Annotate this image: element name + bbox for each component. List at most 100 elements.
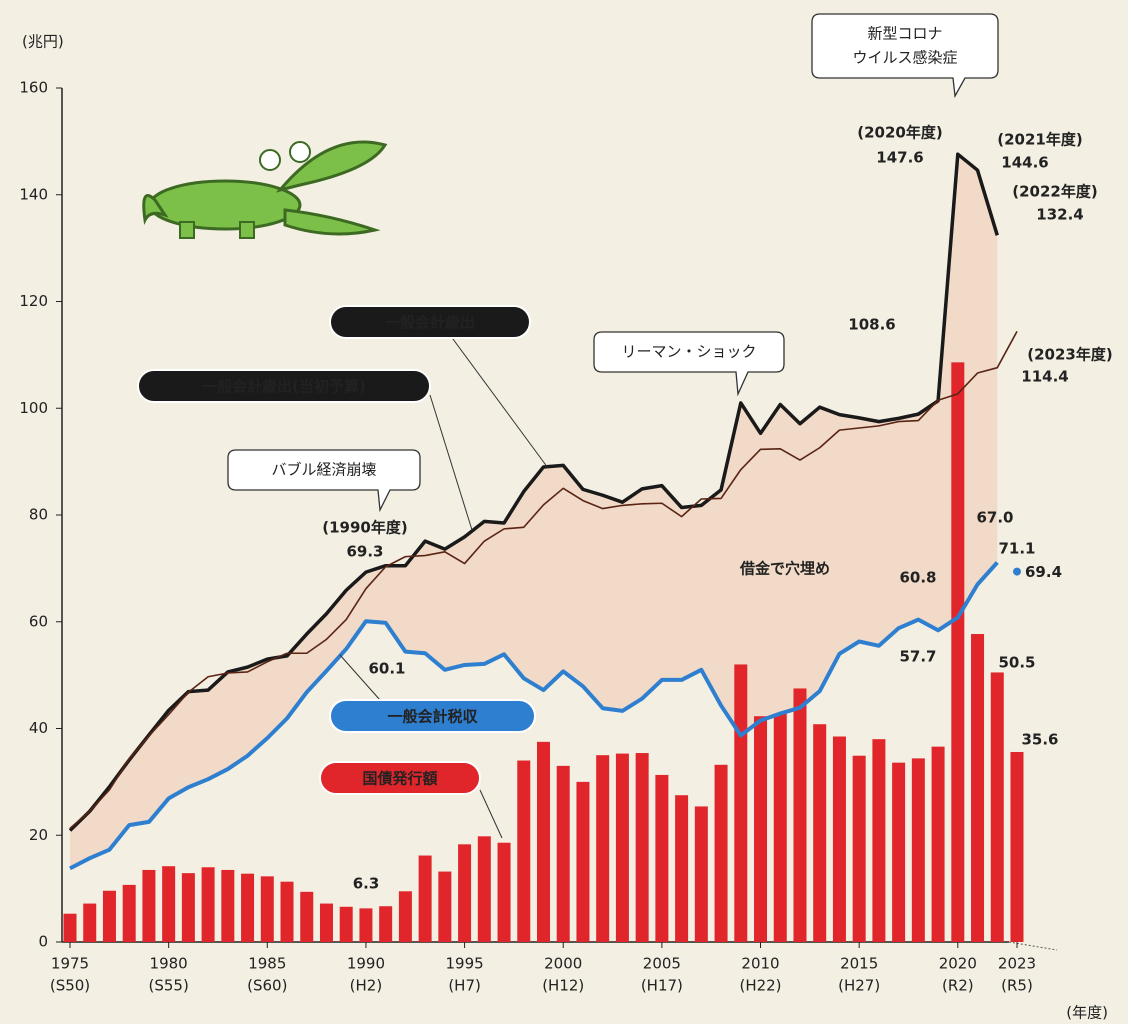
bar (1011, 752, 1024, 942)
lehman-box (594, 332, 784, 394)
x-tick-label: 1995 (445, 955, 483, 973)
value-label: 132.4 (1036, 206, 1083, 224)
callout-text: ウイルス感染症 (852, 49, 957, 67)
bar (320, 904, 333, 942)
bar (853, 756, 866, 942)
forecast-point (1013, 568, 1021, 576)
legend-leader (430, 395, 472, 530)
bar (300, 892, 313, 942)
bar (478, 836, 491, 942)
bar (813, 724, 826, 942)
value-label: 147.6 (876, 149, 923, 167)
bar (537, 742, 550, 942)
value-label: 60.1 (368, 660, 405, 678)
x-tick-sublabel: (H7) (448, 977, 481, 995)
legend-leader (480, 790, 502, 838)
legend-leader (450, 335, 548, 468)
bar (793, 688, 806, 942)
x-tick-sublabel: (S50) (50, 977, 90, 995)
x-tick-sublabel: (R2) (942, 977, 974, 995)
callout-text: 新型コロナ (867, 25, 942, 43)
x-tick-sublabel: (H27) (838, 977, 880, 995)
value-label: 144.6 (1001, 154, 1048, 172)
bar (734, 664, 747, 942)
x-tick-sublabel: (R5) (1001, 977, 1033, 995)
bar (695, 806, 708, 942)
value-label: 35.6 (1021, 731, 1058, 749)
bar (675, 795, 688, 942)
bar (182, 873, 195, 942)
x-unit: (年度) (1066, 1004, 1108, 1022)
value-label: 108.6 (848, 316, 895, 334)
x-tick-label: 2005 (643, 955, 681, 973)
legend-label: 一般会計歳出 (385, 314, 475, 332)
value-label: 114.4 (1021, 368, 1068, 386)
chart: (兆円)(年度)0204060801001201401601975(S50)19… (0, 0, 1128, 1024)
x-axis-ext (1009, 942, 1057, 950)
bar (636, 753, 649, 942)
x-tick-sublabel: (H22) (739, 977, 781, 995)
bar (64, 914, 77, 942)
bar (340, 907, 353, 942)
bar (892, 763, 905, 942)
bar (419, 856, 432, 942)
x-tick-sublabel: (H12) (542, 977, 584, 995)
value-label: 57.7 (899, 648, 936, 666)
bar (241, 874, 254, 942)
bar (438, 872, 451, 942)
bar (221, 870, 234, 942)
bar (83, 904, 96, 942)
bar (872, 739, 885, 942)
y-tick-label: 40 (29, 719, 48, 737)
x-tick-label: 1980 (150, 955, 188, 973)
bar (261, 876, 274, 942)
x-tick-label: 1985 (248, 955, 286, 973)
y-unit: (兆円) (22, 33, 64, 51)
x-tick-label: 1975 (51, 955, 89, 973)
forecast-label: 69.4 (1025, 563, 1062, 581)
value-label: 71.1 (998, 540, 1035, 558)
value-label: 6.3 (353, 875, 380, 893)
bar (833, 737, 846, 942)
bar (103, 891, 116, 942)
x-tick-sublabel: (H17) (641, 977, 683, 995)
y-tick-label: 0 (38, 933, 48, 951)
bar (458, 844, 471, 942)
value-label: 69.3 (346, 543, 383, 561)
value-label: 50.5 (998, 654, 1035, 672)
x-tick-label: 2020 (939, 955, 977, 973)
year-note: (1990年度) (322, 519, 407, 537)
bar (596, 755, 609, 942)
y-tick-label: 140 (19, 185, 48, 203)
bar (991, 672, 1004, 942)
value-label: 67.0 (976, 509, 1013, 527)
year-note: (2021年度) (997, 131, 1082, 149)
bar (951, 362, 964, 942)
callout-text: バブル経済崩壊 (271, 461, 376, 479)
callout-text: リーマン・ショック (621, 343, 756, 361)
legend-label: 一般会計歳出(当初予算) (202, 378, 366, 396)
bar (616, 754, 629, 942)
year-note: (2020年度) (857, 124, 942, 142)
bar (655, 775, 668, 942)
year-note: (2022年度) (1012, 183, 1097, 201)
bar (517, 761, 530, 942)
bar (774, 714, 787, 942)
x-tick-label: 2023 (998, 955, 1036, 973)
bar (379, 906, 392, 942)
bubble-box (228, 450, 420, 510)
y-tick-label: 60 (29, 612, 48, 630)
bar (971, 634, 984, 942)
x-tick-label: 1990 (347, 955, 385, 973)
x-tick-label: 2000 (544, 955, 582, 973)
y-tick-label: 20 (29, 826, 48, 844)
x-tick-label: 2010 (741, 955, 779, 973)
bar (557, 766, 570, 942)
bar (576, 782, 589, 942)
bar (202, 867, 215, 942)
y-tick-label: 160 (19, 79, 48, 97)
bar (932, 747, 945, 942)
bar (123, 885, 136, 942)
gap-label: 借金で穴埋め (739, 560, 830, 578)
value-label: 60.8 (899, 569, 936, 587)
